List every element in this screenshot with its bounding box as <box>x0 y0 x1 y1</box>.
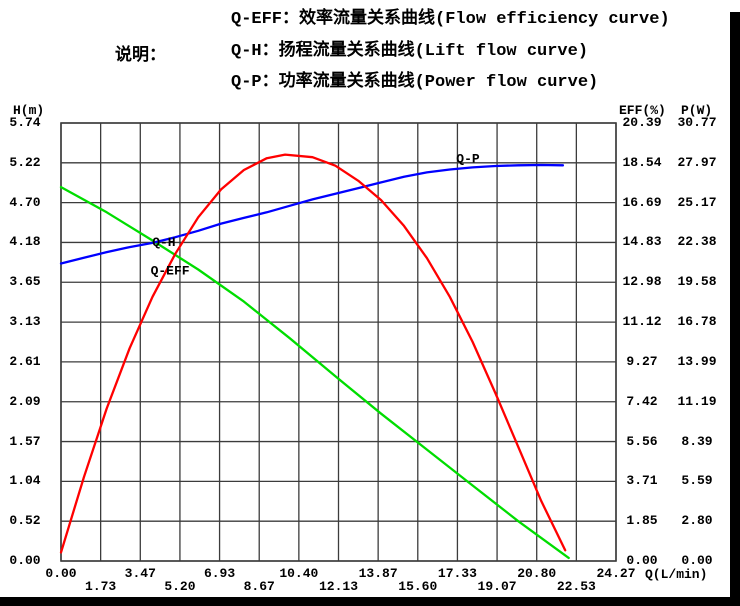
curve-q-p <box>59 163 565 265</box>
h-axis-tick: 2.09 <box>9 393 41 409</box>
q-axis-tick: 12.13 <box>318 579 358 594</box>
curve-label-q-p: Q-P <box>456 152 480 167</box>
q-axis-tick: 8.67 <box>243 579 275 594</box>
eff-axis-tick: 5.56 <box>626 433 658 449</box>
h-axis-tick: 5.22 <box>9 154 41 170</box>
q-axis-tick: 3.47 <box>124 566 156 581</box>
eff-axis-tick: 20.39 <box>622 115 662 130</box>
p-axis-tick: 19.58 <box>677 274 717 290</box>
q-axis-tick: 0.00 <box>45 566 77 581</box>
eff-axis-tick: 11.12 <box>622 314 662 330</box>
p-axis-tick: 0.00 <box>681 553 713 568</box>
q-axis-tick: 20.80 <box>517 566 557 581</box>
q-axis-tick: 15.60 <box>398 579 438 594</box>
x-axis-title: Q(L/min) <box>645 567 708 582</box>
q-axis-tick: 6.93 <box>203 566 236 581</box>
curve-q-h <box>59 185 570 560</box>
h-axis-tick: 4.18 <box>9 234 41 250</box>
q-axis-tick: 22.53 <box>556 579 596 594</box>
curve-label-q-eff: Q-EFF <box>151 263 190 278</box>
eff-axis-tick: 3.71 <box>626 473 658 489</box>
q-axis-tick: 5.20 <box>164 579 196 594</box>
eff-axis-tick: 0.00 <box>626 553 658 568</box>
h-axis-tick: 2.61 <box>9 353 41 369</box>
p-axis-tick: 30.77 <box>677 115 717 130</box>
h-axis-tick: 1.04 <box>9 473 41 489</box>
eff-axis-tick: 7.42 <box>626 393 658 409</box>
right-axis-eff-title: EFF(%) <box>619 103 666 118</box>
q-axis-tick: 24.27 <box>596 566 636 581</box>
h-axis-tick: 1.57 <box>9 433 41 449</box>
q-axis-tick: 10.40 <box>279 566 319 581</box>
p-axis-tick: 22.38 <box>677 234 717 250</box>
h-axis-tick: 0.52 <box>9 513 41 529</box>
h-axis-tick: 4.70 <box>9 194 41 210</box>
plot-border <box>60 122 617 562</box>
q-axis-tick: 13.87 <box>358 566 398 581</box>
h-axis-tick: 3.65 <box>9 274 41 290</box>
p-axis-tick: 5.59 <box>681 473 713 489</box>
right-axis-p-title: P(W) <box>681 103 713 118</box>
p-axis-tick: 11.19 <box>677 393 717 409</box>
eff-axis-tick: 14.83 <box>622 234 662 250</box>
screen-border-right <box>730 12 740 606</box>
q-axis-tick: 19.07 <box>477 579 517 594</box>
eff-axis-tick: 9.27 <box>626 353 658 369</box>
q-axis-tick: 17.33 <box>437 566 477 581</box>
h-axis-tick: 0.00 <box>9 553 41 568</box>
screen-border-bottom <box>0 597 740 606</box>
eff-axis-tick: 1.85 <box>626 513 658 529</box>
legend-item-q-eff: Q-EFF：效率流量关系曲线(Flow efficiency curve) <box>231 10 670 29</box>
p-axis-tick: 8.39 <box>681 433 713 449</box>
eff-axis-tick: 16.69 <box>622 194 662 210</box>
eff-axis-tick: 12.98 <box>622 274 662 290</box>
p-axis-tick: 27.97 <box>677 154 717 170</box>
p-axis-tick: 13.99 <box>677 353 717 369</box>
p-axis-tick: 25.17 <box>677 194 717 210</box>
legend-heading: 说明： <box>115 47 166 66</box>
h-axis-tick: 3.13 <box>9 314 41 330</box>
curve-q-eff <box>59 153 567 554</box>
q-axis-tick: 1.73 <box>85 579 117 594</box>
eff-axis-tick: 18.54 <box>622 154 662 170</box>
legend-item-q-p: Q-P：功率流量关系曲线(Power flow curve) <box>231 73 599 92</box>
legend-item-q-h: Q-H：扬程流量关系曲线(Lift flow curve) <box>231 42 589 61</box>
p-axis-tick: 16.78 <box>677 314 717 330</box>
h-axis-tick: 5.74 <box>9 115 41 130</box>
left-axis-title: H(m) <box>13 103 45 118</box>
curve-label-q-h: Q-H <box>152 235 175 250</box>
p-axis-tick: 2.80 <box>681 513 713 529</box>
